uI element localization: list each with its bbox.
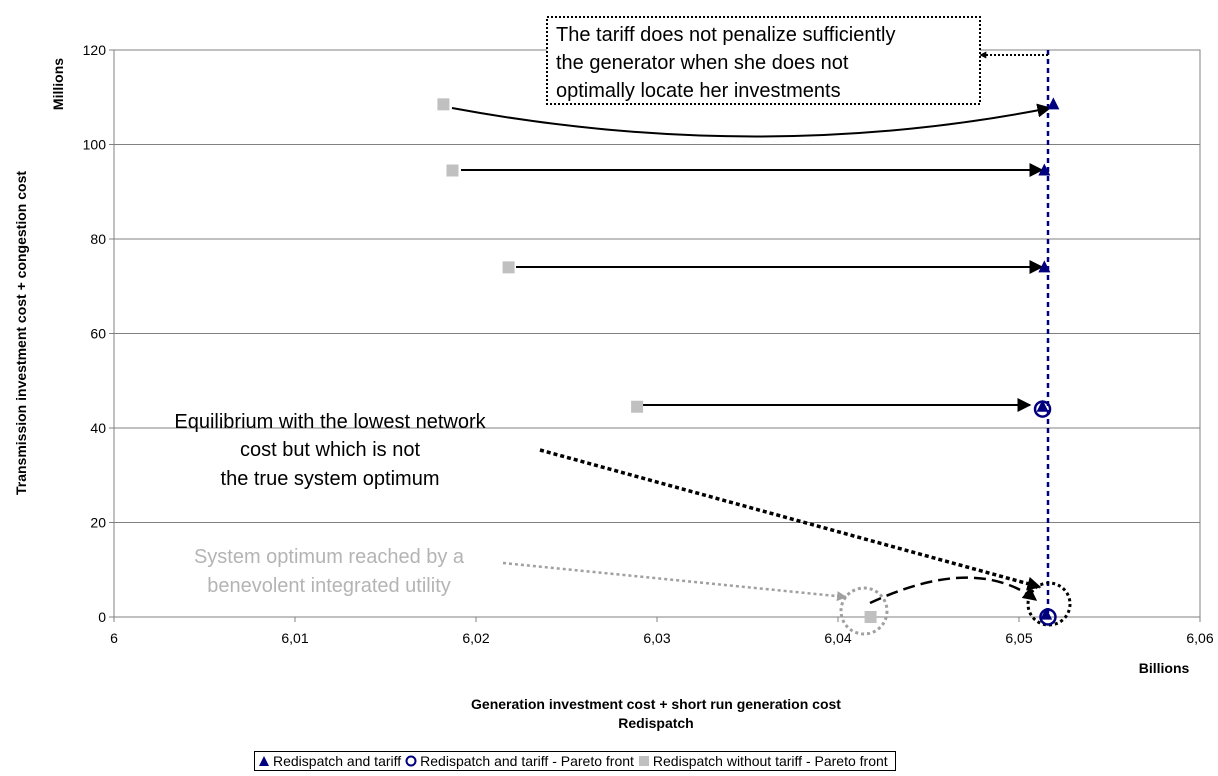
arrow-optimum-dashed [869, 576, 1038, 605]
legend: Redispatch and tariff Redispatch and tar… [254, 751, 896, 771]
point-circle-1 [1039, 608, 1057, 626]
point-square-0 [437, 98, 450, 111]
annotation-optimum-line-2: benevolent integrated utility [207, 575, 451, 597]
y-tick-label-0: 0 [98, 609, 106, 625]
x-axis-subtitle: Redispatch [618, 715, 693, 731]
point-triangle-0 [1047, 97, 1060, 110]
y-axis-units: Millions [50, 58, 66, 110]
annotation-optimum-line-1: System optimum reached by a [194, 546, 465, 568]
x-tick-label-5: 6,05 [1005, 630, 1032, 646]
x-tick-label-6: 6,06 [1186, 630, 1213, 646]
legend-item-redispatch-without-tariff: Redispatch without tariff - Pareto front [638, 753, 888, 769]
x-tick-label-0: 6 [110, 630, 118, 646]
legend-circle-icon [405, 755, 417, 767]
x-axis-title: Generation investment cost + short run g… [471, 696, 841, 712]
legend-triangle-icon [259, 756, 269, 766]
y-tick-label-4: 80 [90, 231, 106, 247]
annotation-box-tariff: The tariff does not penalize sufficientl… [546, 16, 981, 105]
annotation-arrows [451, 50, 1072, 636]
annotation-equilibrium-line-2: cost but which is not [240, 439, 421, 461]
point-square-2 [502, 261, 515, 274]
point-square-4 [864, 611, 877, 623]
arrow-equilibrium [539, 448, 1042, 591]
y-axis-title: Transmission investment cost + congestio… [13, 171, 29, 495]
x-tick-label-3: 6,03 [643, 630, 670, 646]
y-tick-label-3: 60 [90, 326, 106, 342]
point-square-1 [446, 164, 459, 177]
annotation-box-line-1: The tariff does not penalize sufficientl… [556, 24, 895, 46]
legend-label: Redispatch without tariff - Pareto front [652, 753, 888, 769]
annotation-equilibrium-line-3: the true system optimum [221, 468, 440, 490]
x-tick-label-2: 6,02 [462, 630, 489, 646]
tick-labels: 0 20 40 60 80 100 120 6 6,01 6,02 6,03 6,04 6,05 6,06 [83, 42, 1214, 646]
chart: 0 20 40 60 80 100 120 6 6,01 6,02 6,03 6,04 6,05 6,06… [13, 16, 1214, 731]
point-triangle-2 [1038, 260, 1051, 273]
legend-label: Redispatch and tariff [273, 753, 402, 769]
point-square-3 [631, 400, 644, 413]
y-tick-label-2: 40 [90, 420, 106, 436]
annotation-box-line-2: the generator when she does not [556, 52, 849, 74]
point-triangle-3 [1036, 399, 1049, 412]
legend-item-redispatch-tariff-pareto: Redispatch and tariff - Pareto front [405, 753, 634, 769]
y-tick-label-1: 20 [90, 515, 106, 531]
annotation-equilibrium: Equilibrium with the lowest network cost… [174, 411, 486, 490]
point-triangle-4 [1040, 607, 1053, 620]
point-triangle-1 [1038, 163, 1051, 176]
annotation-system-optimum: System optimum reached by a benevolent i… [194, 546, 465, 597]
legend-label: Redispatch and tariff - Pareto front [420, 753, 634, 769]
legend-item-redispatch-tariff: Redispatch and tariff [258, 753, 401, 769]
annotation-box-line-3: optimally locate her investments [556, 80, 841, 102]
data-markers [437, 97, 1060, 626]
x-tick-label-1: 6,01 [281, 630, 308, 646]
annotation-equilibrium-line-1: Equilibrium with the lowest network [174, 411, 486, 433]
x-tick-label-4: 6,04 [824, 630, 851, 646]
legend-square-icon [638, 756, 649, 766]
arrow-row-108 [451, 103, 1052, 138]
x-axis-units: Billions [1139, 660, 1190, 676]
y-tick-label-6: 120 [83, 42, 107, 58]
circle-system-optimum [839, 586, 889, 636]
y-tick-label-5: 100 [83, 137, 107, 153]
